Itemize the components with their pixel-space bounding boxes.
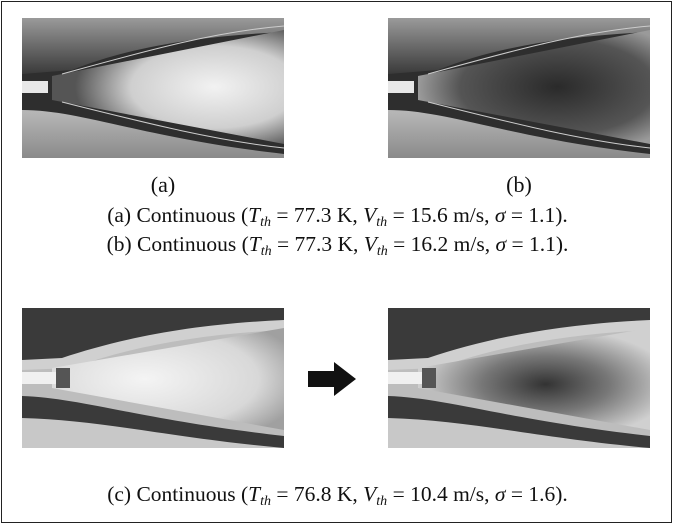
caption-text: (a) Continuous ( [107, 203, 248, 227]
subscript: th [376, 494, 387, 509]
symbol: T [248, 482, 260, 506]
symbol: V [363, 482, 376, 506]
photo-b [388, 18, 650, 158]
subscript: th [261, 244, 272, 259]
photo-c-before [22, 308, 284, 448]
subscript: th [260, 494, 271, 509]
subfigure-label: (b) [489, 172, 549, 198]
photo-c-after [388, 308, 650, 448]
symbol: σ [495, 232, 506, 256]
caption-text: = 1.6). [506, 482, 568, 506]
symbol: T [249, 232, 261, 256]
symbol: V [364, 232, 377, 256]
figure-page: (a) (b) (a) Continuous (Tth = 77.3 K, Vt… [0, 0, 675, 526]
caption-text: = 1.1). [506, 232, 568, 256]
caption-text: = 1.1). [506, 203, 568, 227]
symbol: V [363, 203, 376, 227]
caption: (b) Continuous (Tth = 77.3 K, Vth = 16.2… [0, 232, 675, 257]
caption-text: = 16.2 m/s, [388, 232, 496, 256]
photo-a [22, 18, 284, 158]
caption-text: (b) Continuous ( [107, 232, 249, 256]
caption-text: = 15.6 m/s, [387, 203, 495, 227]
caption-text: = 10.4 m/s, [387, 482, 495, 506]
symbol: T [248, 203, 260, 227]
arrow [308, 362, 356, 396]
caption-text: (c) Continuous ( [107, 482, 248, 506]
symbol: σ [495, 482, 506, 506]
subscript: th [260, 215, 271, 230]
caption: (c) Continuous (Tth = 76.8 K, Vth = 10.4… [0, 482, 675, 507]
caption-text: = 76.8 K, [271, 482, 363, 506]
subscript: th [376, 215, 387, 230]
caption-text: = 77.3 K, [272, 232, 364, 256]
subfigure-label: (a) [133, 172, 193, 198]
symbol: σ [495, 203, 506, 227]
caption-text: = 77.3 K, [271, 203, 363, 227]
caption: (a) Continuous (Tth = 77.3 K, Vth = 15.6… [0, 203, 675, 228]
subscript: th [377, 244, 388, 259]
